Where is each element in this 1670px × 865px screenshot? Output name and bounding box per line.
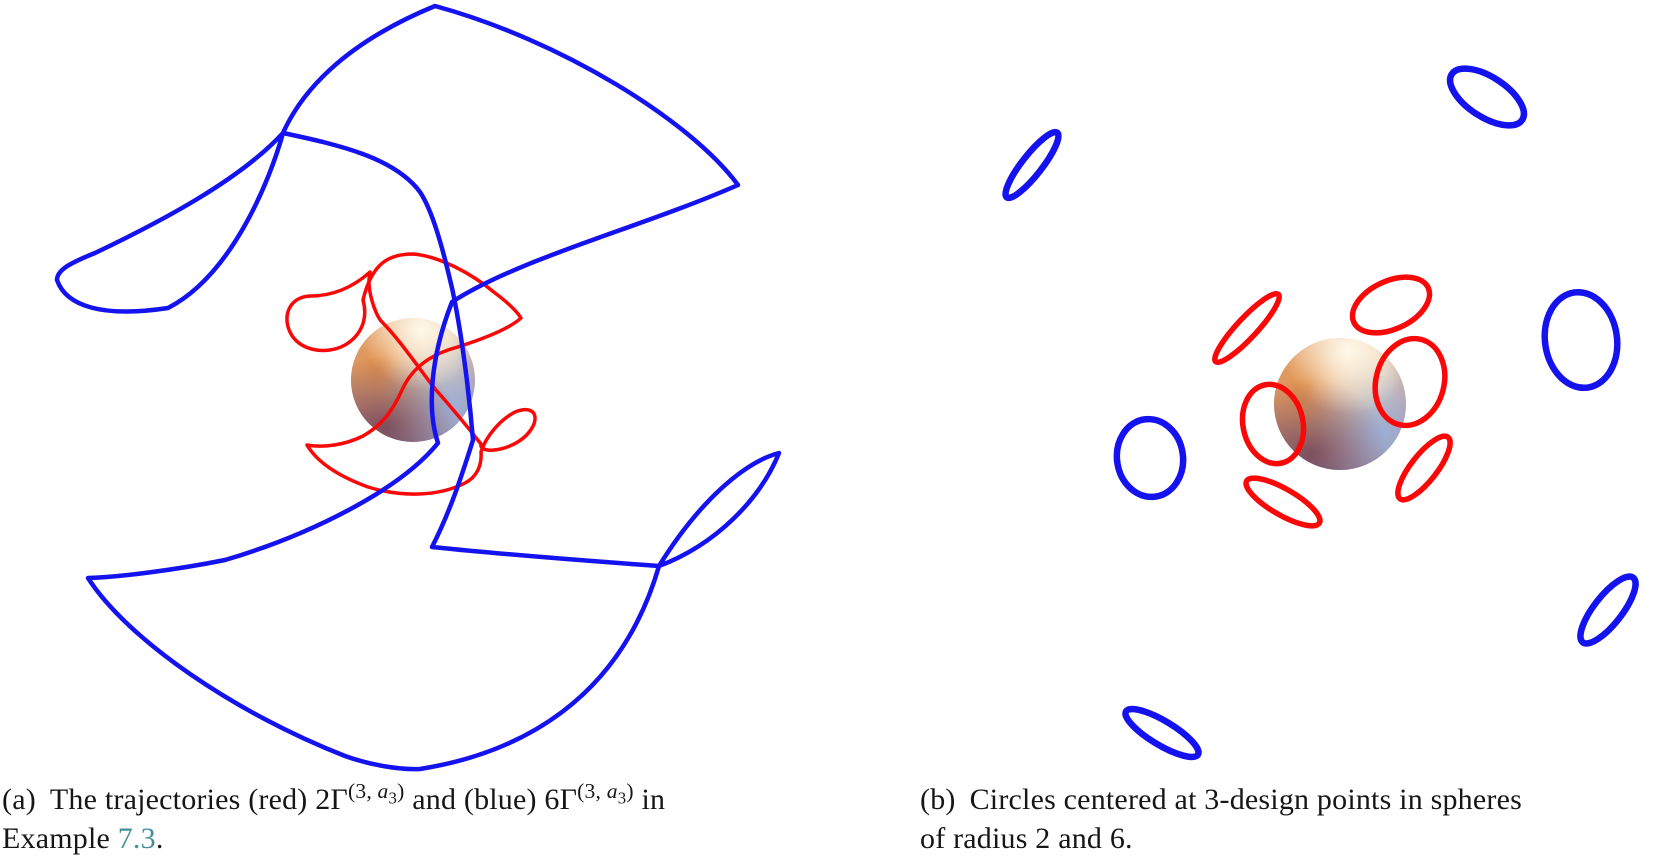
panel-a-sphere-highlight — [351, 318, 475, 442]
panel-b-design-circles — [1002, 65, 1639, 761]
blue-design-circle-1 — [1446, 65, 1528, 129]
caption-a-example: Example — [2, 822, 118, 855]
panel-b-sphere-highlight — [1274, 338, 1406, 470]
caption-b-text1: Circles centered at 3-design points in s… — [969, 783, 1522, 816]
red-design-circle-3 — [1239, 381, 1307, 467]
caption-a-period: . — [155, 822, 164, 855]
red-design-circle-4 — [1372, 335, 1448, 429]
blue-design-circle-3 — [1541, 288, 1621, 392]
blue-design-circle-4 — [1113, 415, 1187, 501]
red-design-circle-1 — [1349, 274, 1433, 336]
red-design-circle-6 — [1243, 475, 1323, 529]
caption-a-text3: in — [633, 783, 666, 816]
caption-b-line1: (b) Circles centered at 3-design points i… — [920, 780, 1668, 819]
caption-b-line2: of radius 2 and 6. — [920, 819, 1668, 858]
figure-canvas — [54, 3, 1639, 772]
blue-design-circle-2 — [1002, 128, 1062, 202]
caption-a-text2: and (blue) 6Γ — [404, 783, 578, 816]
gamma-exponent-2: (3, a3) — [577, 779, 634, 808]
caption-a-line2: Example 7.3. — [2, 819, 802, 858]
red-trajectory-curve — [285, 252, 537, 496]
gamma-exponent-1: (3, a3) — [347, 779, 405, 808]
blue-design-circle-5 — [1577, 573, 1639, 647]
caption-a-text: The trajectories (red) 2Γ — [49, 783, 348, 816]
caption-b-label: (b) — [920, 783, 956, 816]
red-design-circle-5 — [1395, 433, 1453, 503]
caption-a-label: (a) — [2, 783, 36, 816]
caption-b: (b) Circles centered at 3-design points i… — [920, 780, 1668, 858]
caption-a-line1: (a) The trajectories (red) 2Γ(3, a3) and … — [2, 780, 802, 819]
caption-b-text2: of radius 2 and 6. — [920, 822, 1133, 855]
red-design-circle-2 — [1212, 290, 1282, 366]
panel-a-trajectories — [54, 3, 782, 772]
caption-a: (a) The trajectories (red) 2Γ(3, a3) and … — [2, 780, 802, 858]
blue-trajectory-curve — [54, 3, 782, 772]
example-7-3-link[interactable]: 7.3 — [117, 822, 156, 855]
blue-design-circle-6 — [1122, 705, 1202, 761]
